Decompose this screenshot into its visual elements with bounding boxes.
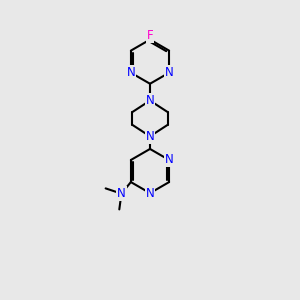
Text: N: N xyxy=(127,66,135,79)
Text: N: N xyxy=(165,154,173,166)
Text: N: N xyxy=(146,187,154,200)
Text: N: N xyxy=(146,130,154,143)
Text: F: F xyxy=(147,29,153,42)
Text: N: N xyxy=(146,94,154,107)
Text: N: N xyxy=(165,66,173,79)
Text: N: N xyxy=(117,187,126,200)
